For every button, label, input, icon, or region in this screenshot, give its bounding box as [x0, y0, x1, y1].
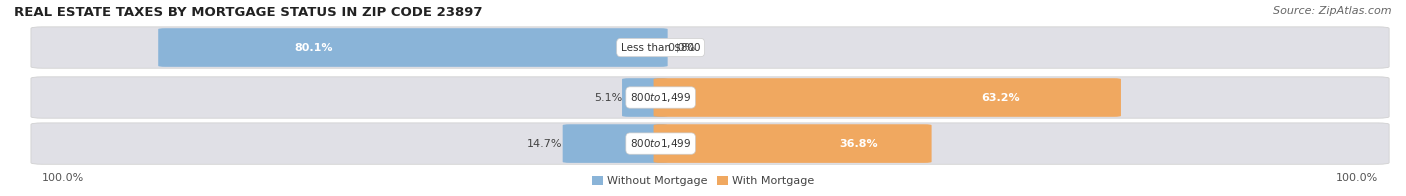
FancyBboxPatch shape: [31, 27, 1389, 68]
FancyBboxPatch shape: [159, 28, 668, 67]
FancyBboxPatch shape: [31, 77, 1389, 118]
FancyBboxPatch shape: [562, 124, 668, 163]
Legend: Without Mortgage, With Mortgage: Without Mortgage, With Mortgage: [588, 171, 818, 191]
Text: $800 to $1,499: $800 to $1,499: [630, 137, 692, 150]
Text: REAL ESTATE TAXES BY MORTGAGE STATUS IN ZIP CODE 23897: REAL ESTATE TAXES BY MORTGAGE STATUS IN …: [14, 6, 482, 19]
Text: 0.0%: 0.0%: [668, 43, 696, 53]
Text: 5.1%: 5.1%: [593, 93, 621, 103]
FancyBboxPatch shape: [621, 78, 668, 117]
Text: 100.0%: 100.0%: [1336, 173, 1378, 183]
Text: 36.8%: 36.8%: [839, 139, 877, 149]
Text: 100.0%: 100.0%: [42, 173, 84, 183]
Text: $800 to $1,499: $800 to $1,499: [630, 91, 692, 104]
Text: 80.1%: 80.1%: [295, 43, 333, 53]
Text: Source: ZipAtlas.com: Source: ZipAtlas.com: [1274, 6, 1392, 16]
Text: 63.2%: 63.2%: [981, 93, 1019, 103]
Text: Less than $800: Less than $800: [621, 43, 700, 53]
FancyBboxPatch shape: [654, 124, 932, 163]
FancyBboxPatch shape: [654, 78, 1121, 117]
FancyBboxPatch shape: [31, 123, 1389, 164]
Text: 14.7%: 14.7%: [527, 139, 562, 149]
